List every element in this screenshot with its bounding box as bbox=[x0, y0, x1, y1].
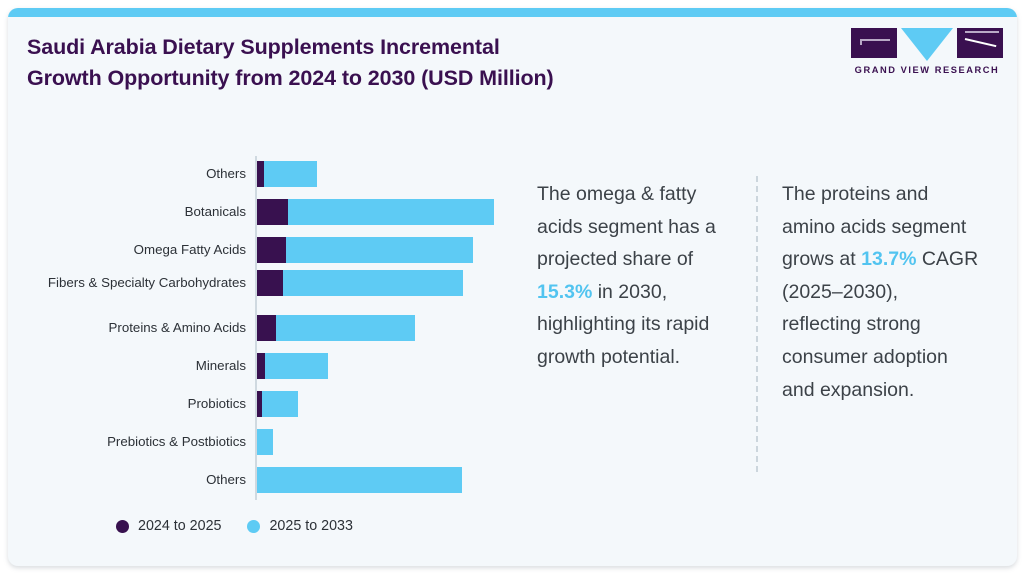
bar-segment-2024-2025[interactable] bbox=[257, 199, 288, 225]
bar-segment-2024-2025[interactable] bbox=[257, 391, 262, 417]
chart-stacked-bar[interactable] bbox=[257, 270, 463, 296]
insight-text-omega: The omega & fatty acids segment has a pr… bbox=[537, 178, 745, 374]
chart-bar-row: Others bbox=[8, 467, 528, 493]
chart-stacked-bar[interactable] bbox=[257, 429, 273, 455]
chart-category-label: Fibers & Specialty Carbohydrates bbox=[47, 275, 246, 290]
chart-y-axis bbox=[255, 156, 257, 500]
insight-divider bbox=[756, 176, 758, 472]
logo-glyph-right bbox=[957, 28, 1003, 58]
chart-stacked-bar[interactable] bbox=[257, 467, 462, 493]
chart-category-label: Others bbox=[206, 166, 246, 181]
bar-segment-2024-2025[interactable] bbox=[257, 161, 264, 187]
chart-category-label: Prebiotics & Postbiotics bbox=[107, 434, 246, 449]
logo-glyph-left bbox=[851, 28, 897, 58]
chart-bar-row: Botanicals bbox=[8, 199, 528, 225]
chart-category-label: Proteins & Amino Acids bbox=[108, 320, 246, 335]
page-title-line-1: Saudi Arabia Dietary Supplements Increme… bbox=[27, 35, 500, 59]
bar-segment-2025-2033[interactable] bbox=[265, 353, 328, 379]
chart-bar-row: Prebiotics & Postbiotics bbox=[8, 429, 528, 455]
insight-text-part-1: The omega & fatty acids segment has a pr… bbox=[537, 183, 716, 271]
bar-segment-2024-2025[interactable] bbox=[257, 315, 276, 341]
bar-segment-2024-2025[interactable] bbox=[257, 270, 283, 296]
legend-label: 2025 to 2033 bbox=[269, 518, 353, 534]
chart-stacked-bar[interactable] bbox=[257, 161, 317, 187]
chart-stacked-bar[interactable] bbox=[257, 199, 494, 225]
chart-bar-row: Others bbox=[8, 161, 528, 187]
bar-segment-2025-2033[interactable] bbox=[283, 270, 463, 296]
chart-bar-row: Omega Fatty Acids bbox=[8, 237, 528, 263]
infographic-card: Saudi Arabia Dietary Supplements Increme… bbox=[8, 8, 1017, 566]
chart-stacked-bar[interactable] bbox=[257, 237, 473, 263]
logo-marks bbox=[851, 28, 1003, 61]
bar-segment-2025-2033[interactable] bbox=[257, 429, 273, 455]
chart-category-label: Botanicals bbox=[184, 204, 246, 219]
chart-stacked-bar[interactable] bbox=[257, 353, 328, 379]
page-title-line-2: Growth Opportunity from 2024 to 2030 (US… bbox=[27, 66, 554, 90]
insight-text-part-2: CAGR (2025–2030), reflecting strong cons… bbox=[782, 248, 979, 401]
chart-stacked-bar[interactable] bbox=[257, 315, 415, 341]
insight-text-part-1: The proteins and amino acids segment gro… bbox=[782, 183, 967, 271]
logo-wordmark: GRAND VIEW RESEARCH bbox=[854, 65, 1000, 75]
insight-text-proteins: The proteins and amino acids segment gro… bbox=[782, 178, 982, 406]
chart-category-label: Others bbox=[206, 472, 246, 487]
grand-view-research-logo: GRAND VIEW RESEARCH bbox=[851, 28, 1003, 80]
bar-segment-2025-2033[interactable] bbox=[276, 315, 415, 341]
chart-legend: 2024 to 2025 2025 to 2033 bbox=[116, 518, 353, 534]
chart-bar-row: Probiotics bbox=[8, 391, 528, 417]
bar-segment-2025-2033[interactable] bbox=[257, 467, 462, 493]
bar-segment-2025-2033[interactable] bbox=[262, 391, 298, 417]
insight-highlight-value: 15.3% bbox=[537, 280, 593, 303]
chart-stacked-bar[interactable] bbox=[257, 391, 298, 417]
bar-segment-2025-2033[interactable] bbox=[288, 199, 494, 225]
incremental-growth-bar-chart: Others Botanicals Omega Fatty Acids Fibers … bbox=[8, 148, 528, 508]
chart-bar-row: Minerals bbox=[8, 353, 528, 379]
logo-glyph-triangle-icon bbox=[901, 28, 953, 61]
top-accent-bar bbox=[8, 8, 1017, 17]
insight-text-part-2: in 2030, highlighting its rapid growth p… bbox=[537, 280, 710, 368]
legend-item[interactable]: 2025 to 2033 bbox=[247, 518, 353, 534]
bar-segment-2024-2025[interactable] bbox=[257, 237, 286, 263]
legend-item[interactable]: 2024 to 2025 bbox=[116, 518, 221, 534]
legend-label: 2024 to 2025 bbox=[138, 518, 222, 534]
bar-segment-2025-2033[interactable] bbox=[264, 161, 317, 187]
chart-category-label: Probiotics bbox=[187, 396, 246, 411]
chart-bar-row: Fibers & Specialty Carbohydrates bbox=[8, 270, 528, 296]
bar-segment-2024-2025[interactable] bbox=[257, 353, 265, 379]
chart-category-label: Minerals bbox=[195, 358, 246, 373]
insight-highlight-value: 13.7% bbox=[861, 248, 917, 271]
chart-category-label: Omega Fatty Acids bbox=[133, 242, 246, 257]
bar-segment-2025-2033[interactable] bbox=[286, 237, 473, 263]
legend-swatch-icon bbox=[247, 519, 261, 533]
page-title: Saudi Arabia Dietary Supplements Increme… bbox=[27, 32, 727, 94]
chart-bar-row: Proteins & Amino Acids bbox=[8, 315, 528, 341]
legend-swatch-icon bbox=[116, 519, 129, 533]
